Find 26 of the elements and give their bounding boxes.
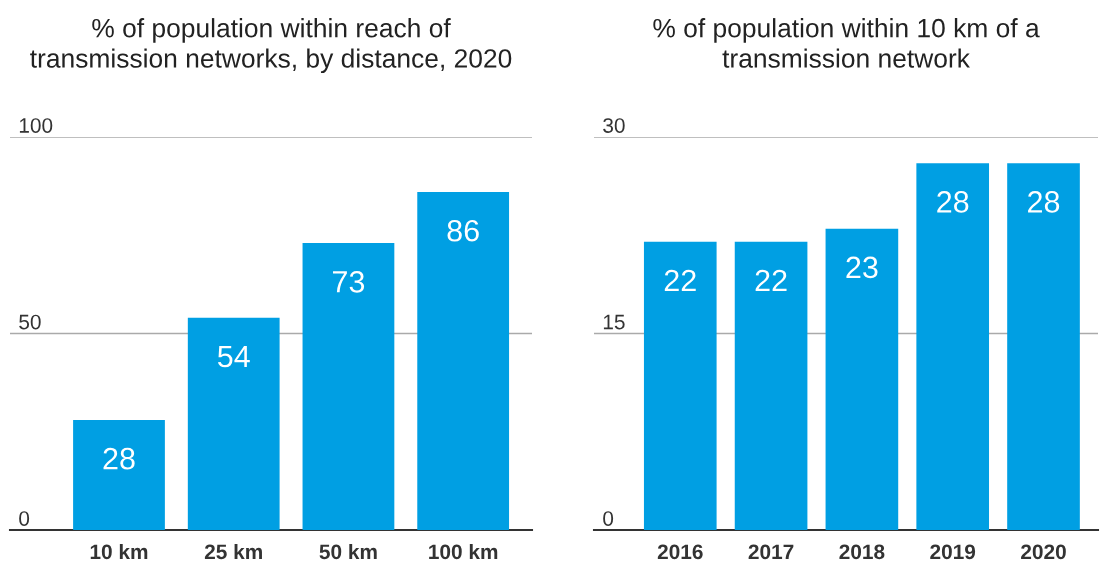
data-label: 73	[333, 270, 365, 293]
x-tick-label: 50 km	[319, 543, 377, 560]
x-tick-label: 2017	[748, 544, 794, 560]
chart-title: % of population within reach of transmission networks, by distance, 2020	[30, 18, 512, 74]
x-tick-label: 10 km	[90, 543, 148, 560]
data-label: 22	[755, 269, 787, 292]
chart-title: % of population within 10 km of a transmission network	[653, 18, 1040, 68]
data-label: 54	[217, 345, 250, 368]
x-tick-label: 2020	[1021, 544, 1066, 560]
x-tick-label: 2016	[657, 544, 703, 560]
x-tick-label: 2019	[930, 544, 976, 560]
y-tick-label: 30	[603, 118, 625, 133]
data-label: 28	[1028, 191, 1060, 213]
data-label: 28	[103, 447, 135, 470]
y-tick-label: 0	[19, 511, 30, 526]
x-tick-label: 25 km	[204, 543, 262, 560]
data-label: 23	[846, 256, 878, 279]
y-tick-label: 15	[603, 314, 625, 330]
y-tick-label: 0	[603, 511, 614, 526]
y-tick-label: 100	[19, 118, 53, 133]
data-label: 28	[937, 191, 969, 213]
y-tick-label: 50	[19, 314, 41, 330]
x-tick-label: 100 km	[429, 543, 498, 560]
x-tick-label: 2018	[839, 544, 885, 560]
data-label: 22	[664, 269, 696, 292]
data-label: 86	[447, 219, 479, 242]
